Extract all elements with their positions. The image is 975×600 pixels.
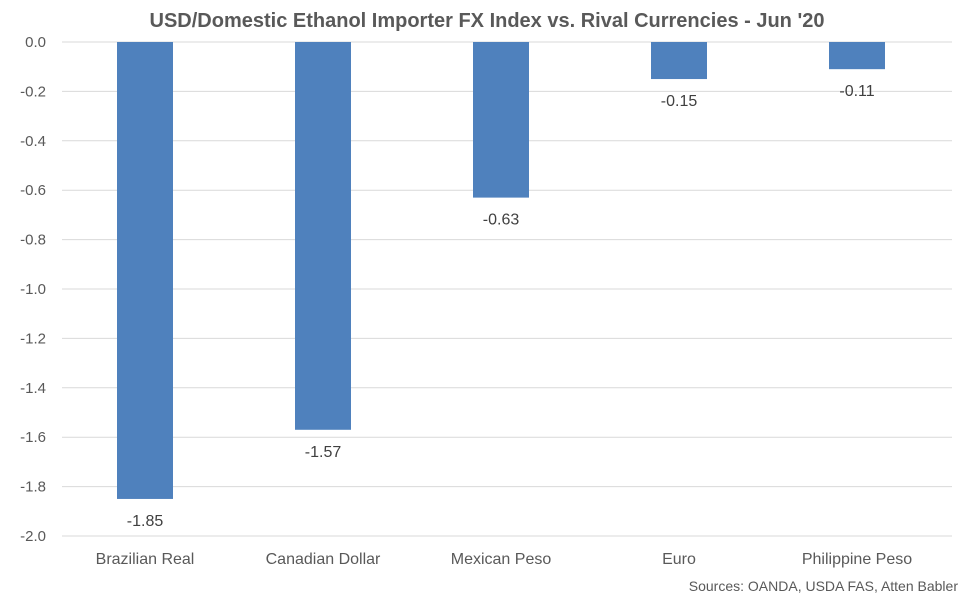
category-label: Canadian Dollar (266, 551, 381, 568)
bar (295, 42, 351, 430)
category-label: Philippine Peso (802, 551, 912, 568)
data-labels: -1.85 -1.57 -0.63 -0.15 -0.11 (127, 83, 875, 530)
bar (829, 42, 885, 70)
category-label: Euro (662, 551, 696, 568)
y-tick-label: -2.0 (20, 528, 46, 545)
data-label: -1.85 (127, 513, 164, 530)
chart-title: USD/Domestic Ethanol Importer FX Index v… (150, 10, 825, 32)
category-label: Mexican Peso (451, 551, 552, 568)
bar (117, 42, 173, 499)
y-tick-label: -1.6 (20, 429, 46, 446)
y-tick-label: -1.4 (20, 380, 46, 397)
source-note: Sources: OANDA, USDA FAS, Atten Babler (689, 578, 959, 594)
x-axis-category-labels: Brazilian Real Canadian Dollar Mexican Pes… (96, 551, 913, 568)
bar (473, 42, 529, 198)
y-tick-label: -0.8 (20, 232, 46, 249)
y-axis-tick-labels: 0.0 -0.2 -0.4 -0.6 -0.8 -1.0 -1.2 -1.4 -1.6 -1.8 -… (20, 34, 46, 545)
y-tick-label: -0.6 (20, 182, 46, 199)
data-label: -0.63 (483, 212, 520, 229)
y-tick-label: -0.2 (20, 83, 46, 100)
data-label: -1.57 (305, 444, 342, 461)
bar (651, 42, 707, 80)
y-tick-label: -1.2 (20, 330, 46, 347)
data-label: -0.15 (661, 93, 698, 110)
y-tick-label: -1.0 (20, 281, 46, 298)
category-label: Brazilian Real (96, 551, 195, 568)
bars (117, 42, 885, 499)
data-label: -0.11 (839, 83, 874, 100)
y-tick-label: -0.4 (20, 133, 46, 150)
y-tick-label: -1.8 (20, 479, 46, 496)
y-tick-label: 0.0 (25, 34, 46, 51)
